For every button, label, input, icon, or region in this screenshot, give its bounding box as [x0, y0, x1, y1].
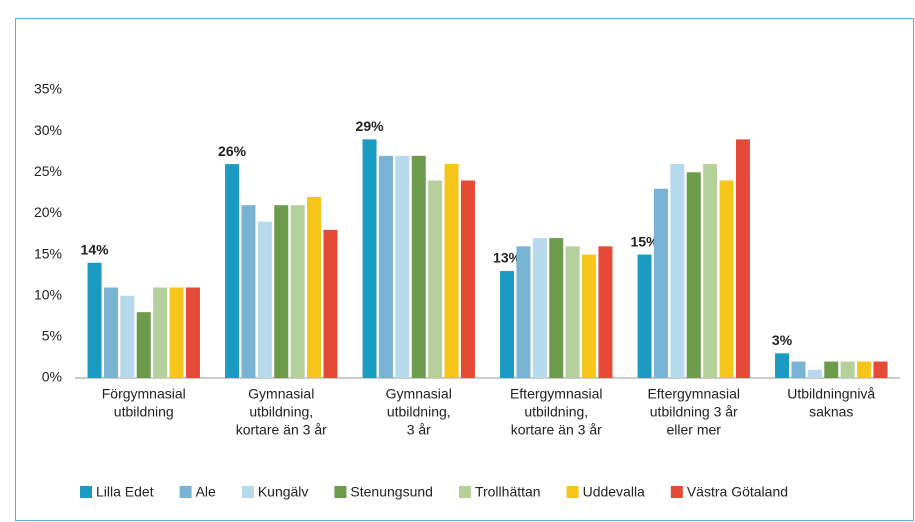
y-tick-label: 0% [42, 369, 62, 385]
bar [460, 180, 475, 378]
bar [87, 262, 102, 378]
data-label: 29% [356, 118, 385, 134]
legend-swatch [241, 486, 254, 498]
bar [670, 164, 685, 378]
x-tick-label: utbildning, [387, 404, 451, 420]
x-tick-label: 3 år [407, 422, 431, 438]
bar [719, 180, 734, 378]
x-tick-label: Gymnasial [386, 386, 452, 402]
bar [136, 312, 151, 378]
bar [103, 287, 118, 378]
x-tick-label: Förgymnasial [102, 386, 186, 402]
x-tick-label: Eftergymnasial [510, 386, 603, 402]
y-tick-label: 5% [42, 328, 62, 344]
bar [323, 229, 338, 378]
bar [378, 155, 393, 378]
legend-label: Kungälv [258, 484, 309, 500]
bar [428, 180, 443, 378]
bar [362, 139, 377, 378]
legend-label: Trollhättan [475, 484, 541, 500]
bar [185, 287, 200, 378]
legend-label: Ale [196, 484, 216, 500]
legend-label: Västra Götaland [687, 484, 788, 500]
bar [549, 238, 564, 378]
x-tick-label: Eftergymnasial [647, 386, 740, 402]
bar [307, 196, 322, 378]
bar [241, 205, 256, 378]
bar [637, 254, 652, 378]
legend-swatch [334, 486, 347, 498]
data-label: 26% [218, 143, 247, 159]
bar [791, 361, 806, 378]
x-tick-label: utbildning 3 år [650, 404, 738, 420]
bar [120, 295, 135, 378]
bar [500, 271, 515, 378]
legend-label: Lilla Edet [96, 484, 154, 500]
bar [873, 361, 888, 378]
bar [395, 155, 410, 378]
bar [169, 287, 184, 378]
y-tick-label: 20% [34, 204, 62, 220]
legend-swatch [458, 486, 471, 498]
bar [735, 139, 750, 378]
y-tick-label: 10% [34, 286, 62, 302]
frame [15, 18, 914, 521]
bar [290, 205, 305, 378]
bar [857, 361, 872, 378]
bar [411, 155, 426, 378]
bar [516, 246, 531, 378]
bar [565, 246, 580, 378]
bar [225, 164, 240, 378]
bar [703, 164, 718, 378]
x-tick-label: eller mer [667, 422, 722, 438]
legend-swatch [80, 486, 92, 498]
bar [775, 353, 790, 378]
bar [807, 369, 822, 378]
x-tick-label: utbildning [114, 404, 174, 420]
x-tick-label: kortare än 3 år [511, 422, 602, 438]
data-label: 13% [493, 250, 522, 266]
data-label: 14% [81, 242, 110, 258]
legend-swatch [566, 486, 579, 498]
y-tick-label: 30% [34, 122, 62, 138]
x-tick-label: kortare än 3 år [236, 422, 327, 438]
x-tick-label: Gymnasial [248, 386, 314, 402]
x-tick-label: utbildning, [524, 404, 588, 420]
bar [257, 221, 272, 378]
y-tick-label: 35% [34, 81, 62, 97]
legend-label: Stenungsund [350, 484, 433, 500]
x-tick-label: utbildning, [249, 404, 313, 420]
bar [532, 238, 547, 378]
bar [686, 172, 701, 378]
x-tick-label: saknas [809, 404, 853, 420]
bar [153, 287, 168, 378]
data-label: 15% [631, 233, 660, 249]
legend-swatch [179, 486, 192, 498]
y-tick-label: 25% [34, 163, 62, 179]
legend-label: Uddevalla [583, 484, 645, 500]
x-tick-label: Utbildningnivå [787, 386, 875, 402]
bar [444, 164, 459, 378]
bar [653, 188, 668, 378]
bar [274, 205, 289, 378]
bar [582, 254, 597, 378]
data-label: 3% [772, 332, 793, 348]
y-tick-label: 15% [34, 245, 62, 261]
bar [598, 246, 613, 378]
bar [840, 361, 855, 378]
bar [824, 361, 839, 378]
legend-swatch [670, 486, 683, 498]
